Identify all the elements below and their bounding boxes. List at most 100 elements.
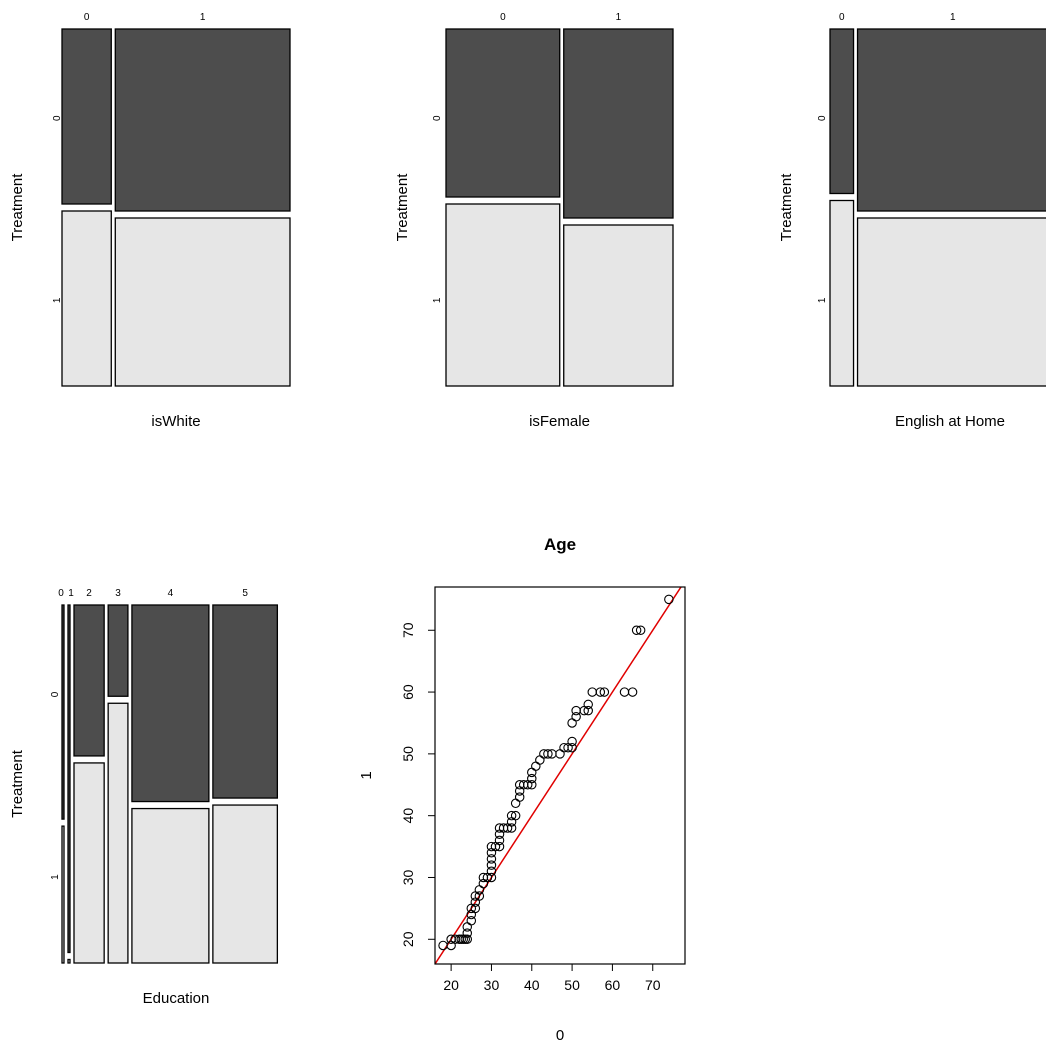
mosaic-cell-0-treatment-0 [445,28,561,198]
mosaic-cell-0-treatment-1 [61,825,65,964]
y-tick-label: 60 [400,684,416,700]
row-tick-label: 0 [50,691,61,697]
data-point [527,780,537,790]
data-point [462,934,473,945]
mosaic-plot-3: 0 1 0 1 English at Home Treatment [778,12,1046,430]
data-point [506,810,517,821]
x-tick-label: 50 [564,977,580,993]
data-point [567,742,577,753]
data-point [486,854,497,864]
x-tick-label: 60 [605,977,621,993]
mosaic-cell-0-treatment-0 [61,28,112,205]
category-tick-label: 0 [58,588,64,599]
x-axis-label: 0 [556,1027,564,1044]
mosaic-cell-3-treatment-1 [107,702,129,964]
row-tick-label: 0 [52,115,63,121]
category-tick-label: 1 [950,12,956,23]
mosaic-cell-2-treatment-0 [73,604,105,757]
data-point [462,928,473,938]
data-point [587,687,598,697]
mosaic-cell-3-treatment-0 [107,604,129,697]
y-tick-label: 70 [400,622,416,638]
x-axis-label: isFemale [529,413,590,430]
data-point [486,872,497,883]
y-axis-label: Treatment [394,173,411,242]
y-tick-label: 50 [400,746,416,762]
category-tick-label: 1 [200,12,206,23]
data-point [631,625,642,636]
data-point [567,736,577,747]
x-tick-label: 70 [645,977,661,993]
category-tick-label: 2 [86,588,92,599]
data-point [474,891,485,901]
x-tick-label: 20 [443,977,459,993]
data-point [571,712,581,722]
data-point [664,594,674,605]
row-tick-label: 1 [52,297,63,303]
reference-line [435,587,682,964]
mosaic-plot-2: 0 1 0 1 isFemale Treatment [394,12,674,430]
data-point [543,749,553,759]
mosaic-cell-2-treatment-1 [73,762,105,964]
category-tick-label: 0 [839,12,845,23]
y-tick-label: 40 [400,808,416,824]
data-point [527,773,537,784]
mosaic-cell-0-treatment-1 [61,210,112,387]
data-point [462,922,473,932]
category-tick-label: 0 [84,12,90,23]
data-point [583,705,593,716]
category-tick-label: 4 [168,588,174,599]
mosaic-cell-1-treatment-1 [563,224,674,387]
mosaic-cell-1-treatment-0 [563,28,674,219]
mosaic-cell-5-treatment-0 [212,604,279,799]
data-point [474,885,485,895]
chart-title: Age [544,535,576,554]
data-point [571,705,581,716]
y-tick-label: 30 [400,869,416,885]
mosaic-cell-0-treatment-1 [445,203,561,387]
mosaic-cell-4-treatment-1 [131,807,210,964]
row-tick-label: 1 [432,297,443,303]
data-point [438,940,448,951]
row-tick-label: 1 [50,874,61,880]
mosaic-cell-4-treatment-0 [131,604,210,803]
mosaic-plot-1: 0 1 0 1 isWhite Treatment [9,12,291,430]
x-tick-label: 40 [524,977,540,993]
data-point [567,718,577,728]
data-point [486,866,497,877]
category-tick-label: 3 [115,588,121,599]
mosaic-cell-1-treatment-0 [114,28,291,212]
data-point [506,823,517,833]
data-point [470,903,481,914]
x-axis-label: English at Home [895,413,1005,430]
category-tick-label: 0 [500,12,506,23]
data-point [466,915,477,926]
mosaic-cell-0-treatment-1 [829,199,855,387]
scatter-plot-age: 20 30 40 50 60 70 20 30 40 50 60 70 Age 0 1 [358,535,686,1044]
plot-frame [434,586,686,965]
data-point [555,749,565,759]
row-tick-label: 0 [432,115,443,121]
y-axis-label: 1 [358,771,375,779]
data-point [635,625,646,636]
category-tick-label: 1 [68,588,74,599]
mosaic-cell-1-treatment-1 [67,958,71,964]
data-point [486,860,497,870]
data-point [535,755,545,765]
mosaic-cell-0-treatment-0 [829,28,855,195]
data-point [510,798,521,809]
x-axis-label: Education [143,990,210,1007]
data-point [627,687,638,697]
y-axis-label: Treatment [9,173,26,242]
mosaic-cell-0-treatment-0 [61,604,65,820]
x-tick-label: 30 [484,977,500,993]
mosaic-cell-5-treatment-1 [212,804,279,964]
y-axis-label: Treatment [9,749,26,818]
x-axis-label: isWhite [151,413,200,430]
category-tick-label: 1 [616,12,622,23]
row-tick-label: 1 [817,297,828,303]
data-point [494,835,505,846]
data-point [494,841,505,852]
